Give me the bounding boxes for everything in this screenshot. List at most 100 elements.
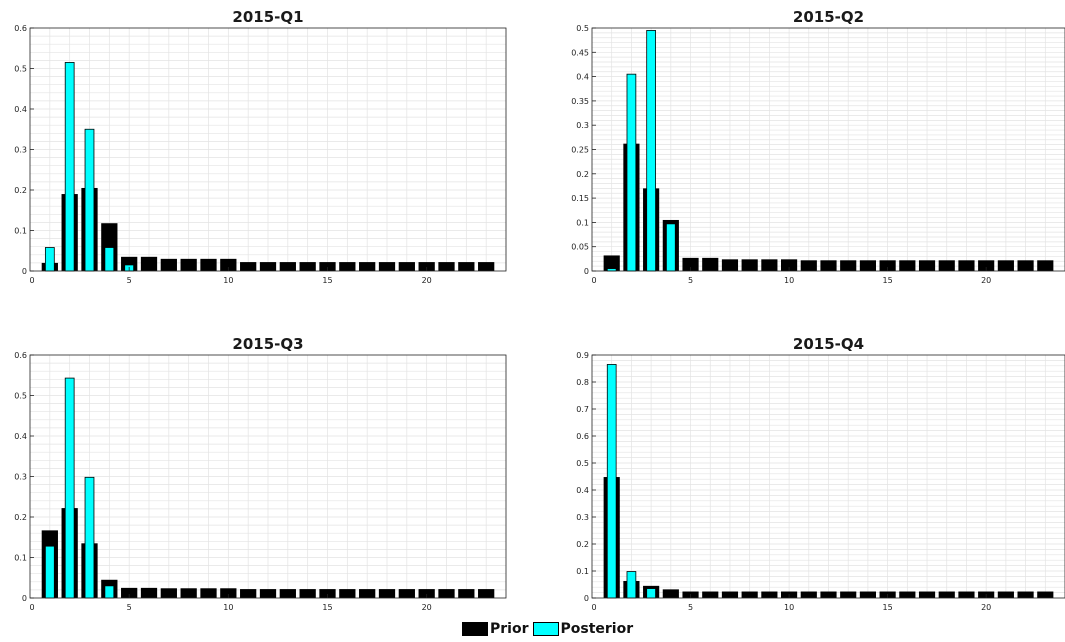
- y-tick-label: 0.5: [576, 459, 589, 468]
- y-tick-label: 0.3: [576, 121, 589, 130]
- x-axis: 5 10 15 20 0: [29, 594, 432, 612]
- prior-bar: [997, 591, 1014, 598]
- prior-bar: [259, 589, 277, 598]
- chart-panel-2: 0 0.05 0.1 0.15 0.2 0.25 0.3 0.35 0.4 0.45 0.5 5 10 1…: [571, 8, 1065, 285]
- prior-bar: [319, 589, 336, 598]
- prior-bar: [200, 588, 217, 598]
- prior-bar: [319, 262, 336, 271]
- y-tick-label: 0.45: [571, 48, 589, 57]
- prior-bar: [859, 260, 876, 271]
- prior-bar: [1037, 260, 1054, 271]
- y-tick-label: 0.25: [571, 146, 589, 155]
- prior-bar: [997, 260, 1014, 271]
- prior-bar: [899, 591, 916, 598]
- prior-bar: [121, 587, 138, 598]
- prior-bar: [800, 591, 817, 598]
- prior-bar: [458, 589, 475, 598]
- y-axis: 0 0.05 0.1 0.15 0.2 0.25 0.3 0.35 0.4 0.45 0.5: [571, 24, 596, 276]
- x-tick-label: 5: [688, 276, 693, 285]
- prior-bar: [279, 589, 296, 598]
- posterior-bar: [104, 247, 115, 272]
- prior-bar: [200, 258, 217, 271]
- prior-bar: [702, 257, 719, 271]
- y-tick-label: 0.9: [576, 351, 589, 360]
- prior-bar: [140, 256, 158, 271]
- prior-bar: [1037, 591, 1054, 598]
- y-tick-label: 0.3: [14, 146, 27, 155]
- prior-bar: [682, 257, 699, 271]
- legend-item-posterior: Posterior: [532, 621, 633, 637]
- prior-bar: [741, 259, 758, 271]
- posterior-bar: [665, 223, 676, 272]
- prior-bar: [478, 589, 495, 598]
- prior-bar: [299, 262, 316, 271]
- prior-bar: [603, 255, 620, 271]
- prior-bar: [438, 262, 455, 271]
- x-tick-label: 0: [29, 276, 34, 285]
- prior-bar: [259, 262, 277, 271]
- x-tick-label: 10: [223, 603, 233, 612]
- y-tick-label: 0.5: [14, 65, 27, 74]
- posterior-bar: [626, 571, 637, 599]
- x-tick-label: 5: [688, 603, 693, 612]
- x-tick-label: 20: [981, 603, 991, 612]
- x-tick-label: 20: [422, 603, 432, 612]
- posterior-bar: [104, 585, 115, 599]
- posterior-bar: [44, 545, 55, 599]
- prior-bar: [220, 588, 237, 598]
- x-tick-label: 15: [322, 276, 332, 285]
- prior-bar: [378, 262, 396, 271]
- y-tick-label: 0.5: [576, 24, 589, 33]
- grid: [30, 28, 506, 271]
- x-tick-label: 15: [322, 603, 332, 612]
- prior-bar: [160, 588, 177, 598]
- y-tick-label: 0.2: [576, 540, 589, 549]
- axes-box: [591, 354, 1065, 599]
- x-tick-label: 10: [784, 603, 794, 612]
- prior-bar: [1017, 260, 1034, 271]
- prior-bar: [938, 260, 955, 271]
- chart-title: 2015-Q2: [793, 8, 864, 26]
- posterior-bar: [646, 30, 656, 272]
- prior-bar: [378, 589, 396, 598]
- posterior-bar: [64, 377, 75, 599]
- chart-title: 2015-Q4: [793, 335, 864, 353]
- posterior-bar: [606, 364, 617, 599]
- x-tick-label: 0: [29, 603, 34, 612]
- posterior-bar: [84, 128, 95, 272]
- prior-bar: [918, 260, 936, 271]
- x-tick-label: 15: [883, 603, 893, 612]
- prior-bar: [220, 258, 237, 271]
- x-axis: 5 10 15 20 0: [591, 594, 991, 612]
- x-axis: 5 10 15 20 0: [29, 267, 432, 285]
- prior-swatch: [462, 622, 488, 636]
- prior-bar: [781, 259, 798, 271]
- legend: Prior Posterior: [462, 620, 637, 638]
- x-tick-label: 0: [591, 603, 596, 612]
- prior-bar: [160, 258, 177, 271]
- prior-bar: [958, 591, 975, 598]
- prior-bar: [721, 591, 739, 598]
- x-tick-label: 20: [981, 276, 991, 285]
- y-tick-label: 0.6: [14, 24, 27, 33]
- y-tick-label: 0.6: [14, 351, 27, 360]
- grid: [592, 28, 1065, 271]
- y-tick-label: 0.4: [576, 486, 589, 495]
- x-tick-label: 20: [422, 276, 432, 285]
- prior-bar: [279, 262, 296, 271]
- prior-bar: [140, 587, 158, 598]
- prior-bar: [418, 262, 435, 271]
- y-tick-label: 0.1: [576, 567, 589, 576]
- x-tick-label: 5: [127, 603, 132, 612]
- y-tick-label: 0.4: [14, 105, 27, 114]
- prior-bar: [359, 589, 376, 598]
- y-tick-label: 0.3: [14, 473, 27, 482]
- prior-bar: [958, 260, 975, 271]
- y-tick-label: 0.4: [576, 73, 589, 82]
- y-tick-label: 0.15: [571, 194, 589, 203]
- prior-bar: [820, 591, 837, 598]
- prior-bar: [761, 259, 778, 271]
- prior-bar: [662, 589, 679, 598]
- x-tick-label: 10: [223, 276, 233, 285]
- chart-panel-3: 0 0.1 0.2 0.3 0.4 0.5 0.6 5 10 15 20 0 2015-Q3: [14, 335, 507, 612]
